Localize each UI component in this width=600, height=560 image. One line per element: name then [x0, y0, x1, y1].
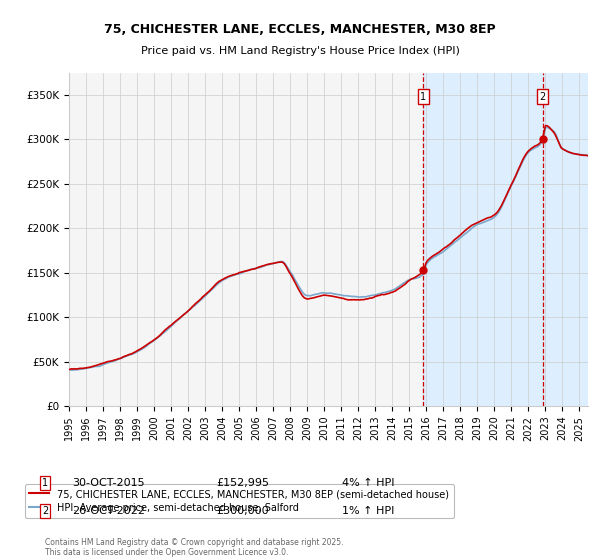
Text: 26-OCT-2022: 26-OCT-2022: [72, 506, 145, 516]
Bar: [424, 73, 588, 406]
Text: 2: 2: [539, 92, 545, 102]
Text: 30-OCT-2015: 30-OCT-2015: [72, 478, 145, 488]
Point: [538, 135, 547, 144]
Text: 75, CHICHESTER LANE, ECCLES, MANCHESTER, M30 8EP: 75, CHICHESTER LANE, ECCLES, MANCHESTER,…: [104, 24, 496, 36]
Point: [419, 265, 428, 274]
Text: 2: 2: [42, 506, 48, 516]
Text: 1: 1: [42, 478, 48, 488]
Text: 1: 1: [421, 92, 427, 102]
Text: Contains HM Land Registry data © Crown copyright and database right 2025.
This d: Contains HM Land Registry data © Crown c…: [45, 538, 343, 557]
Legend: 75, CHICHESTER LANE, ECCLES, MANCHESTER, M30 8EP (semi-detached house), HPI: Ave: 75, CHICHESTER LANE, ECCLES, MANCHESTER,…: [25, 484, 454, 518]
Text: 4% ↑ HPI: 4% ↑ HPI: [342, 478, 395, 488]
Text: 1% ↑ HPI: 1% ↑ HPI: [342, 506, 394, 516]
Text: £152,995: £152,995: [216, 478, 269, 488]
Text: Price paid vs. HM Land Registry's House Price Index (HPI): Price paid vs. HM Land Registry's House …: [140, 46, 460, 56]
Text: £300,000: £300,000: [216, 506, 269, 516]
